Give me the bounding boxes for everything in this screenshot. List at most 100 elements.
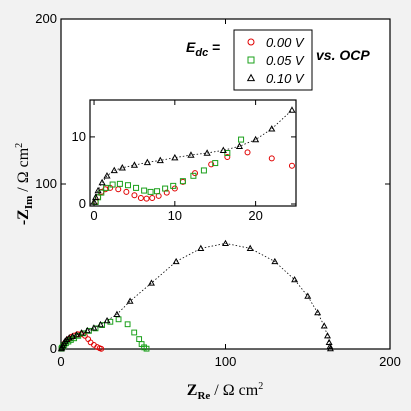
inset-point-0-05-V <box>154 188 161 195</box>
inset-point-0-10-V <box>90 198 98 205</box>
y-axis-title-sup: 2 <box>14 143 25 148</box>
y-axis-title-unit: / Ω cm <box>15 147 32 195</box>
main-data-layer <box>57 239 334 352</box>
inset-series-0-10-V <box>90 106 296 205</box>
main-point-0-10-V <box>126 297 134 304</box>
legend-label-0-05-V: 0.05 V <box>266 53 305 68</box>
inset-point-0-00-V <box>131 192 138 199</box>
main-point-0-10-V <box>291 276 299 283</box>
x-axis-title-main: Z <box>187 382 198 399</box>
inset-point-0-05-V <box>109 181 116 188</box>
x-axis-title: ZRe / Ω cm2 <box>187 381 263 402</box>
main-point-0-10-V <box>78 329 86 336</box>
legend-edc-main: E <box>186 39 196 55</box>
inset-point-0-10-V <box>130 161 139 168</box>
inset-point-0-05-V <box>103 184 110 191</box>
y-axis-title-main: Z <box>15 209 32 220</box>
inset-point-0-00-V <box>163 189 170 196</box>
inset-point-0-00-V <box>288 162 295 169</box>
main-point-0-00-V <box>98 345 105 352</box>
main-point-0-10-V <box>246 244 254 251</box>
main-y-tick-label: 100 <box>35 176 57 191</box>
inset-point-0-00-V <box>149 194 156 201</box>
main-point-0-10-V <box>113 310 121 317</box>
inset-x-tick-label: 10 <box>168 208 182 223</box>
main-point-0-10-V <box>314 309 322 316</box>
inset-y-tick-label: 0 <box>79 196 86 211</box>
inset-point-0-05-V <box>116 180 123 187</box>
main-point-0-05-V <box>124 321 131 328</box>
inset-point-0-10-V <box>187 151 195 158</box>
inset-point-0-10-V <box>235 142 244 149</box>
main-point-0-10-V <box>326 345 334 352</box>
main-point-0-10-V <box>197 244 205 251</box>
inset-series-line-0-10-V <box>93 109 293 203</box>
inset-data-layer <box>90 106 296 205</box>
inset-point-0-05-V <box>147 188 154 195</box>
inset-point-0-10-V <box>288 106 296 113</box>
x-axis-title-sup: 2 <box>258 381 263 392</box>
inset-point-0-10-V <box>143 158 151 166</box>
main-x-tick-label: 200 <box>379 354 401 369</box>
inset-point-0-00-V <box>143 195 150 202</box>
inset-point-0-10-V <box>94 186 102 194</box>
main-point-0-10-V <box>147 279 155 286</box>
legend-edc-eq: = <box>208 39 220 55</box>
inset-point-0-10-V <box>268 125 276 132</box>
main-y-tick-label: 200 <box>35 11 57 26</box>
inset-point-0-05-V <box>190 172 197 179</box>
inset-x-tick-label: 20 <box>248 208 262 223</box>
main-point-0-10-V <box>61 337 69 344</box>
main-point-0-10-V <box>324 332 331 339</box>
inset-x-tick-label: 0 <box>90 208 97 223</box>
inset-point-0-10-V <box>92 193 100 200</box>
main-point-0-05-V <box>131 329 138 336</box>
inset-point-0-05-V <box>200 167 207 174</box>
legend-vs-ocp: vs. OCP <box>316 47 370 63</box>
inset-point-0-00-V <box>123 188 130 195</box>
main-point-0-10-V <box>304 292 312 299</box>
legend-edc-sub: dc <box>195 47 208 59</box>
inset-point-0-05-V <box>124 182 131 189</box>
legend-marker-0-00-V <box>247 38 255 46</box>
inset-point-0-05-V <box>141 187 148 194</box>
legend-edc-label: Edc = <box>186 39 220 59</box>
x-axis-title-unit: / Ω cm <box>210 382 258 399</box>
inset-point-0-10-V <box>219 146 227 154</box>
main-x-tick-label: 0 <box>57 354 64 369</box>
main-point-0-05-V <box>80 330 87 337</box>
inset-point-0-00-V <box>268 155 275 162</box>
main-point-0-10-V <box>326 342 334 350</box>
main-point-0-10-V <box>222 239 229 247</box>
inset-tick-layer: 0 10 20 0 10 <box>72 100 296 223</box>
inset-y-tick-label: 10 <box>72 129 86 144</box>
main-point-0-05-V <box>107 318 114 325</box>
inset-point-0-00-V <box>224 154 231 161</box>
legend-label-0-10-V: 0.10 V <box>266 71 305 86</box>
inset-point-0-05-V <box>179 178 186 185</box>
legend-marker-0-10-V <box>246 73 256 82</box>
legend-label-0-00-V: 0.00 V <box>266 35 305 50</box>
inset-point-0-00-V <box>137 194 144 201</box>
legend-box <box>233 29 313 91</box>
main-point-0-10-V <box>63 335 71 343</box>
inset-point-0-10-V <box>252 135 260 143</box>
legend-items: 0.00 V 0.05 V 0.10 V <box>246 35 305 86</box>
inset-point-0-05-V <box>170 182 177 189</box>
main-x-tick-label: 100 <box>215 354 237 369</box>
main-point-0-10-V <box>90 324 98 331</box>
main-y-tick-label: 0 <box>50 341 57 356</box>
y-axis-title-prefix: - <box>15 220 32 225</box>
inset-point-0-00-V <box>208 161 215 168</box>
inset-point-0-10-V <box>203 149 211 156</box>
inset-series-0-00-V <box>92 149 295 205</box>
main-point-0-10-V <box>83 326 91 334</box>
inset-point-0-10-V <box>110 166 118 174</box>
inset-series-0-05-V <box>92 136 245 205</box>
main-series-0-10-V <box>57 239 334 352</box>
inset-point-0-05-V <box>212 160 219 167</box>
inset-point-0-10-V <box>103 172 111 179</box>
